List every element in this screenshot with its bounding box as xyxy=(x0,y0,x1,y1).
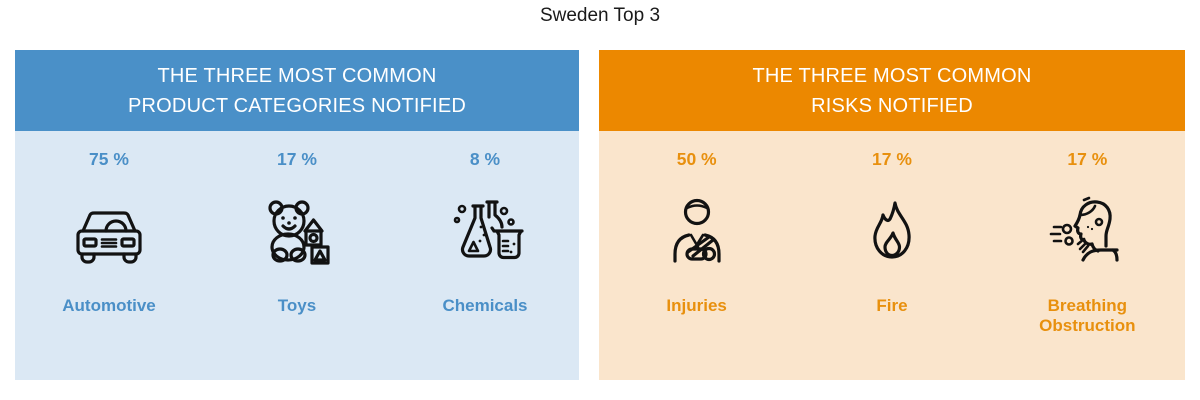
panel-header-line1: THE THREE MOST COMMON xyxy=(752,64,1032,87)
stat-label: Toys xyxy=(277,296,317,315)
breathing-obstruction-icon xyxy=(1047,186,1127,282)
stat-label: Chemicals xyxy=(442,296,528,315)
stat-chemicals: 8 % xyxy=(391,131,579,380)
stat-percent: 75 % xyxy=(89,149,129,169)
stat-percent: 50 % xyxy=(676,149,717,169)
stat-percent: 17 % xyxy=(1067,149,1108,169)
stat-label: Injuries xyxy=(666,296,727,315)
car-icon xyxy=(69,186,149,282)
page-title: Sweden Top 3 xyxy=(539,5,661,26)
panel-header-line1: THE THREE MOST COMMON xyxy=(157,64,437,87)
stat-fire: 17 % Fire xyxy=(794,131,989,380)
panel-body-risks: 50 % Injuries 17 % xyxy=(599,131,1185,380)
stat-label: Breathing Obstruction xyxy=(1039,296,1136,335)
panel-header-product-categories: THE THREE MOST COMMON PRODUCT CATEGORIES… xyxy=(15,50,579,131)
chemicals-flasks-icon xyxy=(445,186,525,282)
stat-toys: 17 % xyxy=(203,131,391,380)
stat-percent: 17 % xyxy=(872,149,912,169)
stat-label: Fire xyxy=(876,296,908,315)
stat-automotive: 75 % Automotive xyxy=(15,131,203,380)
injured-person-icon xyxy=(657,186,737,282)
stat-label: Automotive xyxy=(62,296,156,315)
teddy-bear-icon xyxy=(257,186,337,282)
panel-header-line2: PRODUCT CATEGORIES NOTIFIED xyxy=(127,94,467,117)
panel-body-product-categories: 75 % Automotive 17 % xyxy=(15,131,579,380)
fire-icon xyxy=(852,186,932,282)
stat-injuries: 50 % Injuries xyxy=(599,131,794,380)
stat-percent: 17 % xyxy=(277,149,317,169)
panel-product-categories: THE THREE MOST COMMON PRODUCT CATEGORIES… xyxy=(15,50,579,380)
panel-risks: THE THREE MOST COMMON RISKS NOTIFIED 50 … xyxy=(599,50,1185,380)
stat-breathing-obstruction: 17 % Bre xyxy=(990,131,1185,380)
panel-header-line2: RISKS NOTIFIED xyxy=(811,94,973,117)
stat-percent: 8 % xyxy=(469,149,501,169)
panel-header-risks: THE THREE MOST COMMON RISKS NOTIFIED xyxy=(599,50,1185,131)
